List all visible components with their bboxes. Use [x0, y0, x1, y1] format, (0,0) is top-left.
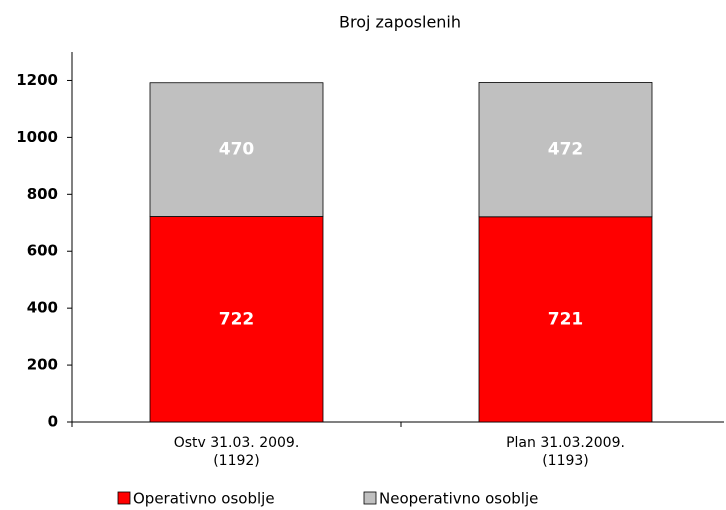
x-tick-label: Ostv 31.03. 2009.	[174, 435, 300, 451]
bar-segment	[149, 82, 324, 217]
legend-label: Operativno osoblje	[133, 490, 275, 508]
value-label: 470	[219, 140, 255, 160]
y-tick-label: 1000	[16, 128, 58, 146]
y-tick-label: 1200	[16, 71, 58, 89]
legend-swatch	[363, 491, 377, 505]
y-tick-label: 400	[27, 299, 58, 317]
y-tick-label: 600	[27, 242, 58, 260]
legend-swatch	[117, 491, 131, 505]
bar-segment	[149, 216, 324, 423]
chart-title: Broj zaposlenih	[339, 13, 461, 32]
value-label: 472	[548, 140, 584, 160]
y-tick-label: 0	[48, 413, 58, 431]
x-tick-label: (1193)	[542, 453, 589, 469]
x-tick-label: (1192)	[213, 453, 260, 469]
bar-segment	[478, 82, 653, 218]
y-tick-label: 800	[27, 185, 58, 203]
value-label: 721	[548, 309, 584, 329]
x-tick-label: Plan 31.03.2009.	[506, 435, 625, 451]
value-label: 722	[219, 309, 255, 329]
y-tick-label: 200	[27, 356, 58, 374]
legend-label: Neoperativno osoblje	[379, 490, 538, 508]
bar-segment	[478, 216, 653, 423]
